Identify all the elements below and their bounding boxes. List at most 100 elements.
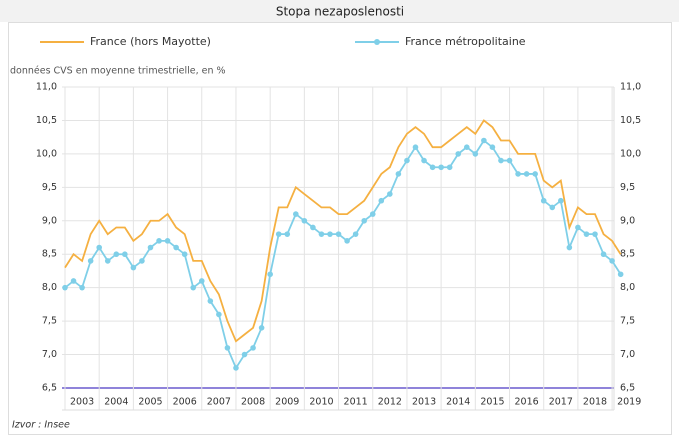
- subtitle: données CVS en moyenne trimestrielle, en…: [10, 66, 226, 77]
- point: [592, 231, 598, 237]
- point: [241, 351, 248, 358]
- point: [438, 164, 444, 171]
- point: [387, 191, 393, 197]
- y-tick-label: 6,5: [42, 383, 57, 394]
- point: [404, 157, 410, 164]
- point: [301, 217, 308, 224]
- point: [369, 211, 376, 217]
- point: [275, 231, 282, 237]
- x-tick-label: 2018: [583, 397, 607, 408]
- series-line: [64, 119, 622, 343]
- y2-tick-label: 10,0: [620, 148, 641, 159]
- point: [190, 284, 197, 291]
- point: [130, 264, 137, 271]
- point: [421, 157, 427, 164]
- point: [344, 238, 350, 244]
- y2-tick-label: 9,0: [620, 215, 635, 226]
- legend-marker: [374, 39, 380, 45]
- point: [352, 231, 359, 237]
- point: [310, 224, 316, 231]
- point: [463, 144, 470, 150]
- chart-title: Stopa nezaposlenosti: [276, 5, 404, 19]
- point: [96, 244, 102, 251]
- point: [446, 164, 453, 171]
- point: [104, 258, 111, 264]
- point: [198, 278, 205, 284]
- point: [258, 325, 265, 331]
- point: [361, 217, 367, 224]
- point: [617, 271, 624, 278]
- point: [87, 258, 94, 264]
- title-bar: [0, 0, 679, 22]
- x-tick-label: 2013: [412, 397, 436, 408]
- point: [70, 278, 77, 284]
- y-tick-label: 7,5: [42, 316, 57, 327]
- y-tick-label: 10,5: [36, 115, 57, 126]
- legend-label: France (hors Mayotte): [90, 35, 211, 48]
- point: [481, 137, 487, 144]
- x-tick-label: 2006: [173, 397, 197, 408]
- y-tick-label: 8,5: [42, 249, 57, 260]
- point: [523, 171, 530, 177]
- x-tick-label: 2003: [70, 397, 94, 408]
- point: [515, 171, 521, 177]
- x-tick-label: 2014: [446, 397, 470, 408]
- point: [429, 164, 436, 171]
- y-tick-label: 9,0: [42, 215, 57, 226]
- point: [327, 231, 333, 237]
- point: [532, 171, 538, 177]
- x-tick-label: 2010: [309, 397, 333, 408]
- point: [600, 251, 607, 258]
- y2-tick-label: 7,5: [620, 316, 635, 327]
- point: [498, 157, 504, 164]
- point: [156, 238, 162, 244]
- y-tick-label: 11,0: [36, 82, 57, 93]
- point: [335, 231, 342, 237]
- point: [250, 345, 256, 351]
- point: [395, 171, 402, 177]
- x-tick-label: 2016: [515, 397, 539, 408]
- point: [113, 251, 120, 258]
- point: [609, 258, 615, 264]
- point: [173, 244, 179, 251]
- point: [378, 197, 385, 204]
- x-tick-label: 2019: [617, 397, 641, 408]
- x-tick-label: 2007: [207, 397, 231, 408]
- y2-tick-label: 8,0: [620, 282, 635, 293]
- point: [575, 224, 581, 231]
- point: [583, 231, 590, 237]
- frame: [8, 22, 672, 435]
- y2-tick-label: 10,5: [620, 115, 641, 126]
- y2-tick-label: 6,5: [620, 383, 635, 394]
- point: [318, 231, 325, 237]
- point: [207, 298, 214, 304]
- y-tick-label: 9,5: [42, 182, 57, 193]
- x-tick-label: 2017: [549, 397, 573, 408]
- point: [472, 151, 479, 157]
- point: [293, 211, 299, 217]
- x-tick-label: 2004: [104, 397, 128, 408]
- point: [455, 151, 462, 157]
- y-tick-label: 10,0: [36, 148, 57, 159]
- x-tick-label: 2011: [344, 397, 368, 408]
- point: [224, 345, 231, 351]
- point: [62, 284, 68, 291]
- point: [540, 197, 547, 204]
- y2-tick-label: 9,5: [620, 182, 635, 193]
- point: [412, 144, 419, 150]
- x-tick-label: 2015: [480, 397, 504, 408]
- y2-tick-label: 11,0: [620, 82, 641, 93]
- y-tick-label: 7,0: [42, 349, 57, 360]
- point: [181, 251, 188, 258]
- point: [549, 204, 556, 211]
- point: [122, 251, 128, 258]
- x-tick-label: 2012: [378, 397, 402, 408]
- point: [558, 197, 564, 204]
- legend-label: France métropolitaine: [405, 35, 526, 48]
- y2-tick-label: 8,5: [620, 249, 635, 260]
- y-tick-label: 8,0: [42, 282, 57, 293]
- source: Izvor : Insee: [12, 420, 70, 431]
- point: [267, 271, 273, 278]
- point: [566, 244, 573, 251]
